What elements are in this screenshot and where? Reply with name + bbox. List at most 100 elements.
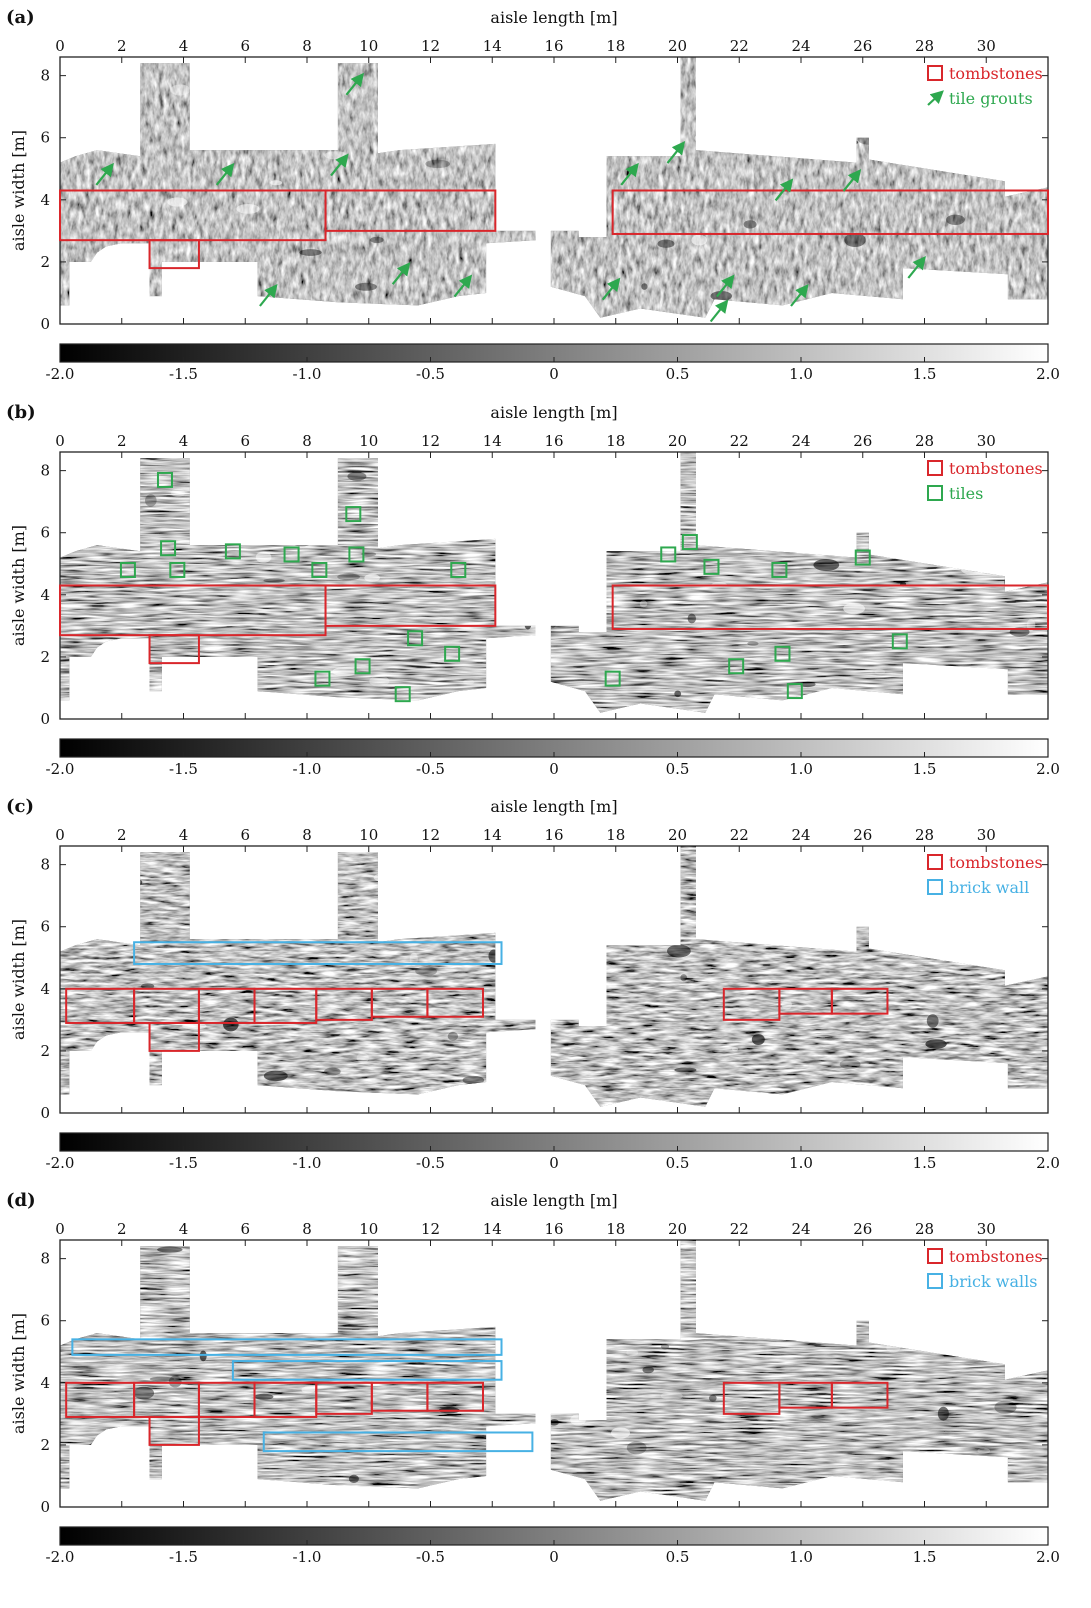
tile-marker: [703, 558, 720, 575]
tile-grout-arrow: [716, 274, 735, 298]
colorbar-tick-label: 0.5: [666, 1548, 690, 1566]
gpr-anomaly: [409, 952, 418, 966]
y-tick-label: 8: [40, 1250, 50, 1268]
x-tick-label: 0: [55, 432, 65, 450]
gpr-anomaly: [611, 1427, 630, 1439]
gpr-anomaly: [886, 1343, 901, 1353]
gpr-anomaly: [755, 1486, 769, 1495]
colorbar-tick-label: 1.0: [789, 1548, 813, 1566]
gpr-anomaly: [149, 1376, 175, 1382]
tile-marker: [283, 546, 300, 563]
gpr-anomaly: [364, 573, 380, 582]
colorbar-tick-label: -1.5: [169, 365, 198, 383]
gpr-anomaly: [133, 1386, 155, 1400]
gpr-anomaly: [743, 694, 757, 706]
tile-marker: [348, 546, 365, 563]
gpr-anomaly: [772, 1269, 785, 1283]
x-tick-label: 2: [117, 826, 127, 844]
gpr-anomaly: [111, 508, 133, 517]
gpr-anomaly: [857, 133, 881, 145]
gpr-anomaly: [687, 613, 696, 624]
tile-marker: [891, 633, 908, 650]
x-tick-label: 24: [791, 432, 810, 450]
colorbar-tick-label: -2.0: [46, 1154, 75, 1172]
gpr-anomaly: [722, 1303, 743, 1310]
gpr-anomaly: [619, 1309, 629, 1320]
gpr-anomaly: [170, 84, 191, 96]
gpr-anomaly: [813, 559, 840, 571]
x-tick-label: 6: [240, 37, 250, 55]
gpr-anomaly: [887, 900, 905, 913]
brick-wall-box: [133, 941, 503, 965]
x-tick-label: 30: [977, 826, 996, 844]
x-tick-label: 14: [483, 37, 502, 55]
x-tick-label: 28: [915, 826, 934, 844]
tombstone-box: [148, 634, 200, 665]
gpr-anomaly: [271, 847, 292, 859]
gpr-anomaly: [182, 1022, 207, 1030]
y-tick-label: 4: [40, 586, 50, 604]
gpr-anomaly: [565, 885, 585, 894]
y-tick-label: 6: [40, 918, 50, 936]
colorbar-tick-label: -0.5: [416, 1154, 445, 1172]
gpr-anomaly: [568, 1246, 577, 1251]
gpr-anomaly: [528, 691, 549, 702]
tile-grout-arrow: [666, 141, 686, 164]
x-axis-label: aisle length [m]: [490, 403, 617, 422]
gpr-anomaly: [279, 500, 305, 509]
gpr-anomaly: [337, 573, 360, 581]
legend-arrow: [927, 90, 944, 106]
tile-grout-arrow: [601, 277, 621, 301]
x-tick-label: 8: [302, 37, 312, 55]
colorbar-tick-label: -1.5: [169, 760, 198, 778]
panel-label: (d): [6, 1190, 36, 1211]
x-tick-label: 12: [421, 432, 440, 450]
gpr-anomaly: [940, 506, 954, 513]
x-tick-label: 28: [915, 1220, 934, 1238]
tile-marker: [660, 546, 677, 563]
gpr-anomaly: [585, 1408, 599, 1417]
tile-grout-arrow: [345, 72, 365, 96]
legend-label: tombstones: [949, 459, 1043, 478]
colorbar-tick-label: 1.5: [913, 1154, 937, 1172]
y-tick-label: 4: [40, 980, 50, 998]
y-tick-label: 8: [40, 67, 50, 85]
gpr-anomaly: [812, 60, 829, 70]
colorbar-tick-label: 2.0: [1036, 760, 1060, 778]
tile-marker: [160, 540, 177, 557]
gpr-anomaly: [680, 974, 687, 982]
tile-marker: [774, 645, 791, 662]
gpr-anomaly: [649, 514, 656, 529]
x-axis-label: aisle length [m]: [490, 8, 617, 27]
colorbar-tick-label: -1.0: [293, 365, 322, 383]
gpr-anomaly: [548, 616, 557, 628]
tile-marker: [394, 686, 411, 703]
gpr-anomaly: [635, 76, 650, 88]
x-tick-label: 18: [606, 826, 625, 844]
x-tick-label: 4: [179, 1220, 189, 1238]
tile-grout-arrow: [709, 299, 729, 323]
gpr-anomaly: [361, 551, 377, 557]
x-tick-label: 0: [55, 826, 65, 844]
tile-grout-arrow: [842, 169, 862, 192]
x-tick-label: 2: [117, 432, 127, 450]
gpr-anomaly: [979, 1046, 992, 1055]
gpr-anomaly: [255, 551, 272, 563]
colorbar-tick-label: 1.5: [913, 760, 937, 778]
gpr-anomaly: [269, 180, 283, 186]
gpr-anomaly: [631, 135, 656, 146]
y-axis-label: aisle width [m]: [9, 919, 28, 1040]
gpr-anomaly: [167, 197, 188, 207]
gpr-anomaly: [524, 619, 532, 630]
colorbar-tick-label: 1.0: [789, 760, 813, 778]
gpr-anomaly: [887, 847, 894, 855]
y-axis-label: aisle width [m]: [9, 130, 28, 251]
x-tick-label: 2: [117, 37, 127, 55]
tile-marker: [354, 658, 371, 675]
gpr-anomaly: [961, 704, 970, 713]
gpr-anomaly: [937, 1406, 949, 1421]
gpr-anomaly: [751, 1034, 765, 1045]
colorbar-tick-label: -0.5: [416, 1548, 445, 1566]
gpr-anomaly: [218, 881, 231, 895]
